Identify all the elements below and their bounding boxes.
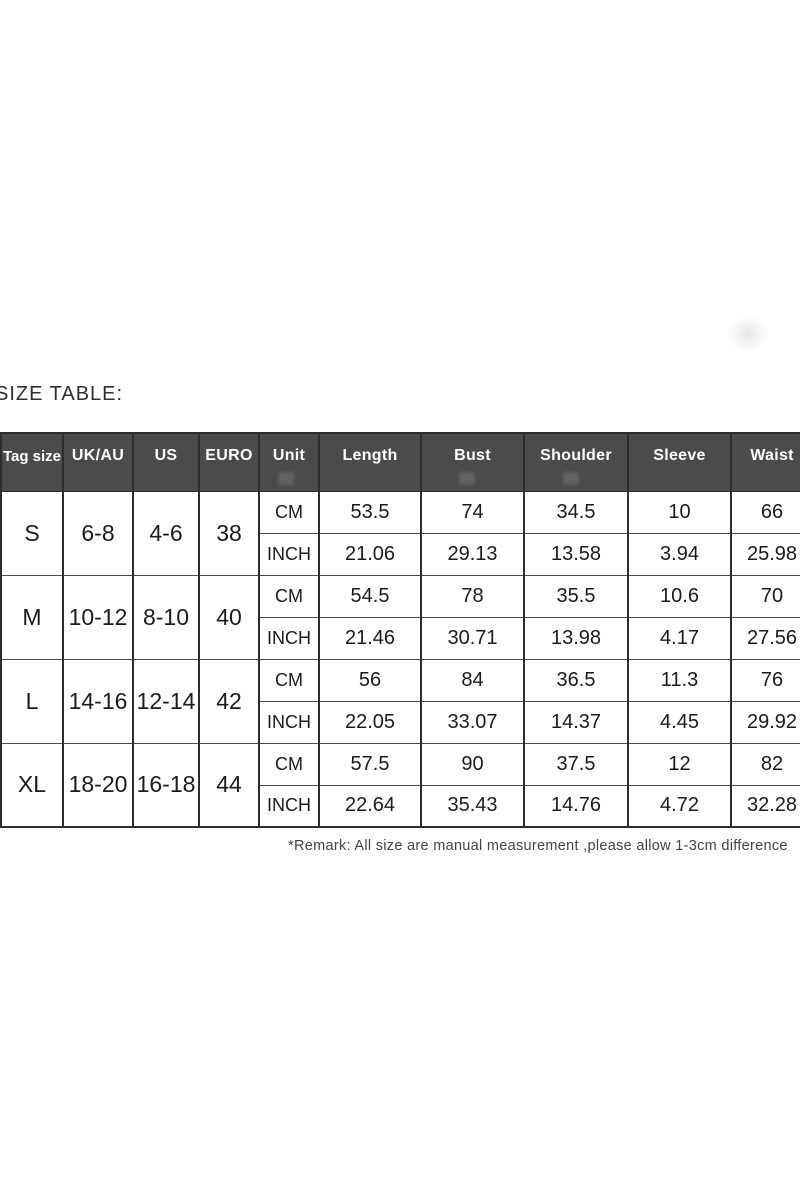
cell-us: 4-6 <box>132 490 200 576</box>
cell-us: 8-10 <box>132 574 200 660</box>
faint-watermark-glyph <box>562 471 579 485</box>
cell-shoulder-inch: 13.98 <box>523 616 629 660</box>
cell-uk-au: 18-20 <box>62 742 134 828</box>
col-header-us: US <box>132 432 200 492</box>
cell-length-inch: 21.46 <box>318 616 422 660</box>
cell-unit-inch: INCH <box>258 784 320 828</box>
size-table: Tag size UK/AU US EURO Unit Length Bust … <box>0 432 800 828</box>
cell-unit-cm: CM <box>258 742 320 786</box>
faint-watermark-glyph <box>278 471 295 485</box>
cell-us: 12-14 <box>132 658 200 744</box>
col-header-waist: Waist <box>730 432 800 492</box>
faint-watermark <box>726 316 770 352</box>
cell-bust-cm: 84 <box>420 658 525 702</box>
table-row-l-inch: INCH 22.05 33.07 14.37 4.45 29.92 <box>1 700 800 744</box>
cell-sleeve-cm: 12 <box>627 742 732 786</box>
cell-waist-cm: 66 <box>730 490 800 534</box>
cell-waist-inch: 27.56 <box>730 616 800 660</box>
cell-bust-inch: 35.43 <box>420 784 525 828</box>
cell-shoulder-inch: 13.58 <box>523 532 629 576</box>
cell-sleeve-inch: 3.94 <box>627 532 732 576</box>
cell-length-cm: 56 <box>318 658 422 702</box>
cell-waist-inch: 29.92 <box>730 700 800 744</box>
cell-tag-size: S <box>0 490 64 576</box>
col-header-tag-size: Tag size <box>0 432 64 492</box>
cell-euro: 44 <box>198 742 260 828</box>
cell-length-inch: 22.64 <box>318 784 422 828</box>
cell-euro: 40 <box>198 574 260 660</box>
cell-euro: 38 <box>198 490 260 576</box>
cell-shoulder-cm: 36.5 <box>523 658 629 702</box>
cell-us: 16-18 <box>132 742 200 828</box>
cell-shoulder-cm: 34.5 <box>523 490 629 534</box>
cell-euro: 42 <box>198 658 260 744</box>
cell-shoulder-cm: 37.5 <box>523 742 629 786</box>
cell-shoulder-inch: 14.37 <box>523 700 629 744</box>
cell-shoulder-cm: 35.5 <box>523 574 629 618</box>
cell-waist-cm: 82 <box>730 742 800 786</box>
header-row: Tag size UK/AU US EURO Unit Length Bust … <box>0 432 800 492</box>
table-row-m-inch: INCH 21.46 30.71 13.98 4.17 27.56 <box>1 616 800 660</box>
col-header-bust: Bust <box>420 432 525 492</box>
cell-tag-size: M <box>0 574 64 660</box>
table-row-s-cm: S 6-8 4-6 38 CM 53.5 74 34.5 10 66 <box>0 490 800 576</box>
cell-unit-cm: CM <box>258 658 320 702</box>
cell-tag-size: L <box>0 658 64 744</box>
cell-tag-size: XL <box>0 742 64 828</box>
cell-bust-cm: 90 <box>420 742 525 786</box>
cell-uk-au: 14-16 <box>62 658 134 744</box>
cell-bust-inch: 29.13 <box>420 532 525 576</box>
col-header-bust-label: Bust <box>454 447 491 465</box>
col-header-shoulder-label: Shoulder <box>540 447 612 465</box>
cell-length-inch: 22.05 <box>318 700 422 744</box>
cell-length-cm: 54.5 <box>318 574 422 618</box>
table-row-s-inch: INCH 21.06 29.13 13.58 3.94 25.98 <box>1 532 800 576</box>
page-title: SIZE TABLE: <box>0 383 124 405</box>
col-header-length: Length <box>318 432 422 492</box>
col-header-unit-label: Unit <box>272 447 306 465</box>
cell-uk-au: 6-8 <box>62 490 134 576</box>
col-header-unit: Unit <box>258 432 320 492</box>
cell-bust-inch: 33.07 <box>420 700 525 744</box>
table-row-m-cm: M 10-12 8-10 40 CM 54.5 78 35.5 10.6 70 <box>0 574 800 660</box>
cell-unit-inch: INCH <box>258 700 320 744</box>
table-row-xl-cm: XL 18-20 16-18 44 CM 57.5 90 37.5 12 82 <box>0 742 800 828</box>
cell-waist-cm: 70 <box>730 574 800 618</box>
cell-sleeve-inch: 4.17 <box>627 616 732 660</box>
cell-waist-inch: 32.28 <box>730 784 800 828</box>
col-header-euro: EURO <box>198 432 260 492</box>
cell-unit-inch: INCH <box>258 532 320 576</box>
cell-sleeve-inch: 4.72 <box>627 784 732 828</box>
cell-sleeve-cm: 11.3 <box>627 658 732 702</box>
cell-length-inch: 21.06 <box>318 532 422 576</box>
cell-sleeve-cm: 10.6 <box>627 574 732 618</box>
cell-length-cm: 57.5 <box>318 742 422 786</box>
cell-uk-au: 10-12 <box>62 574 134 660</box>
cell-length-cm: 53.5 <box>318 490 422 534</box>
cell-unit-cm: CM <box>258 490 320 534</box>
cell-bust-inch: 30.71 <box>420 616 525 660</box>
faint-watermark-glyph <box>459 471 476 485</box>
table-row-l-cm: L 14-16 12-14 42 CM 56 84 36.5 11.3 76 <box>0 658 800 744</box>
cell-bust-cm: 78 <box>420 574 525 618</box>
cell-shoulder-inch: 14.76 <box>523 784 629 828</box>
col-header-sleeve: Sleeve <box>627 432 732 492</box>
cell-sleeve-inch: 4.45 <box>627 700 732 744</box>
col-header-uk-au: UK/AU <box>62 432 134 492</box>
cell-unit-inch: INCH <box>258 616 320 660</box>
table-row-xl-inch: INCH 22.64 35.43 14.76 4.72 32.28 <box>1 784 800 828</box>
col-header-shoulder: Shoulder <box>523 432 629 492</box>
cell-bust-cm: 74 <box>420 490 525 534</box>
cell-unit-cm: CM <box>258 574 320 618</box>
cell-waist-cm: 76 <box>730 658 800 702</box>
cell-waist-inch: 25.98 <box>730 532 800 576</box>
remark-note: *Remark: All size are manual measurement… <box>288 838 788 854</box>
cell-sleeve-cm: 10 <box>627 490 732 534</box>
